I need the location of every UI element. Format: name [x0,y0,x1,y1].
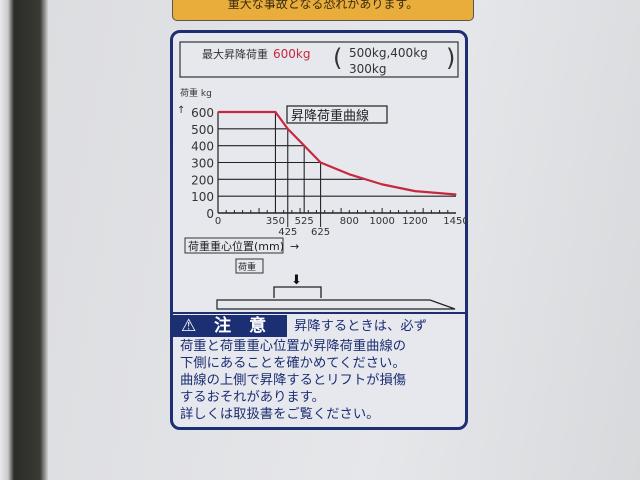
paren-left: ( [333,44,342,72]
variants-line1: 500kg,400kg [349,46,428,60]
max-load-label: 最大昇降荷重 [202,47,268,61]
curve-point [414,190,416,192]
x-tick-label: 625 [311,227,330,238]
load-label: 荷重 [238,261,256,273]
caution-line: 荷重と荷重重心位置が昇降荷重曲線の [180,339,407,354]
curve-point [319,161,322,164]
load-curve [218,110,457,196]
x-tick-label: 525 [295,216,314,227]
header-box [179,41,459,78]
variants-line2: 300kg [349,62,386,76]
background-edge [0,0,48,480]
y-tick-label: 500 [191,123,214,137]
curve-point [348,173,350,175]
caution-heading: ⚠ 注 意 [173,315,287,337]
y-tick-label: 0 [206,207,214,221]
curve-point [287,128,289,130]
y-tick-label: 600 [191,106,214,120]
y-axis-label: 荷重 kg [180,87,212,99]
platform-diagram [216,299,456,310]
x-tick-label: 800 [340,216,359,227]
down-arrow-icon: ⬇ [291,273,302,288]
x-tick-label: 0 [215,216,221,227]
caution-line: 昇降するときは、必ず [294,319,427,334]
x-tick-label: 1200 [402,216,427,227]
curve-point [274,111,277,113]
curve-point [381,183,383,185]
load-box [235,258,264,274]
load-curve-label [170,30,468,430]
caution-line: 曲線の上側で昇降するとリフトが損傷 [180,373,407,388]
y-tick-label: 400 [191,140,214,154]
y-tick-label: 100 [191,190,214,204]
x-axis-arrow: → [290,240,299,253]
chart-title: 昇降荷重曲線 [291,108,369,124]
caution-line: するおそれがあります。 [180,390,325,405]
y-tick-label: 200 [191,173,214,187]
curve-point [217,111,219,113]
load-bracket [273,286,322,298]
x-tick-label: 425 [278,227,297,238]
x-axis-label: 荷重重心位置(mm) [188,239,284,253]
max-load-value: 600kg [273,47,310,61]
caution-heading-text: 注 意 [214,316,273,336]
y-axis-arrow: ↑ [177,105,185,116]
caution-line: 下側にあることを確かめてください。 [180,356,406,371]
x-tick-label: 350 [266,216,285,227]
curve-point [455,193,457,196]
x-tick-label: 1450 [443,216,468,227]
top-warning-label: 重大な事故となる恐れがあります。 [172,0,474,21]
top-warning-text: 重大な事故となる恐れがあります。 [227,0,419,11]
y-tick-label: 300 [191,157,214,171]
paren-right: ) [446,44,455,72]
curve-point [303,145,305,147]
warning-triangle-icon: ⚠ [181,316,203,336]
chart-title-box [286,105,388,124]
caution-line: 詳しくは取扱書をご覧ください。 [180,407,380,422]
xlabel-box [184,237,284,254]
x-tick-label: 1000 [369,216,394,227]
